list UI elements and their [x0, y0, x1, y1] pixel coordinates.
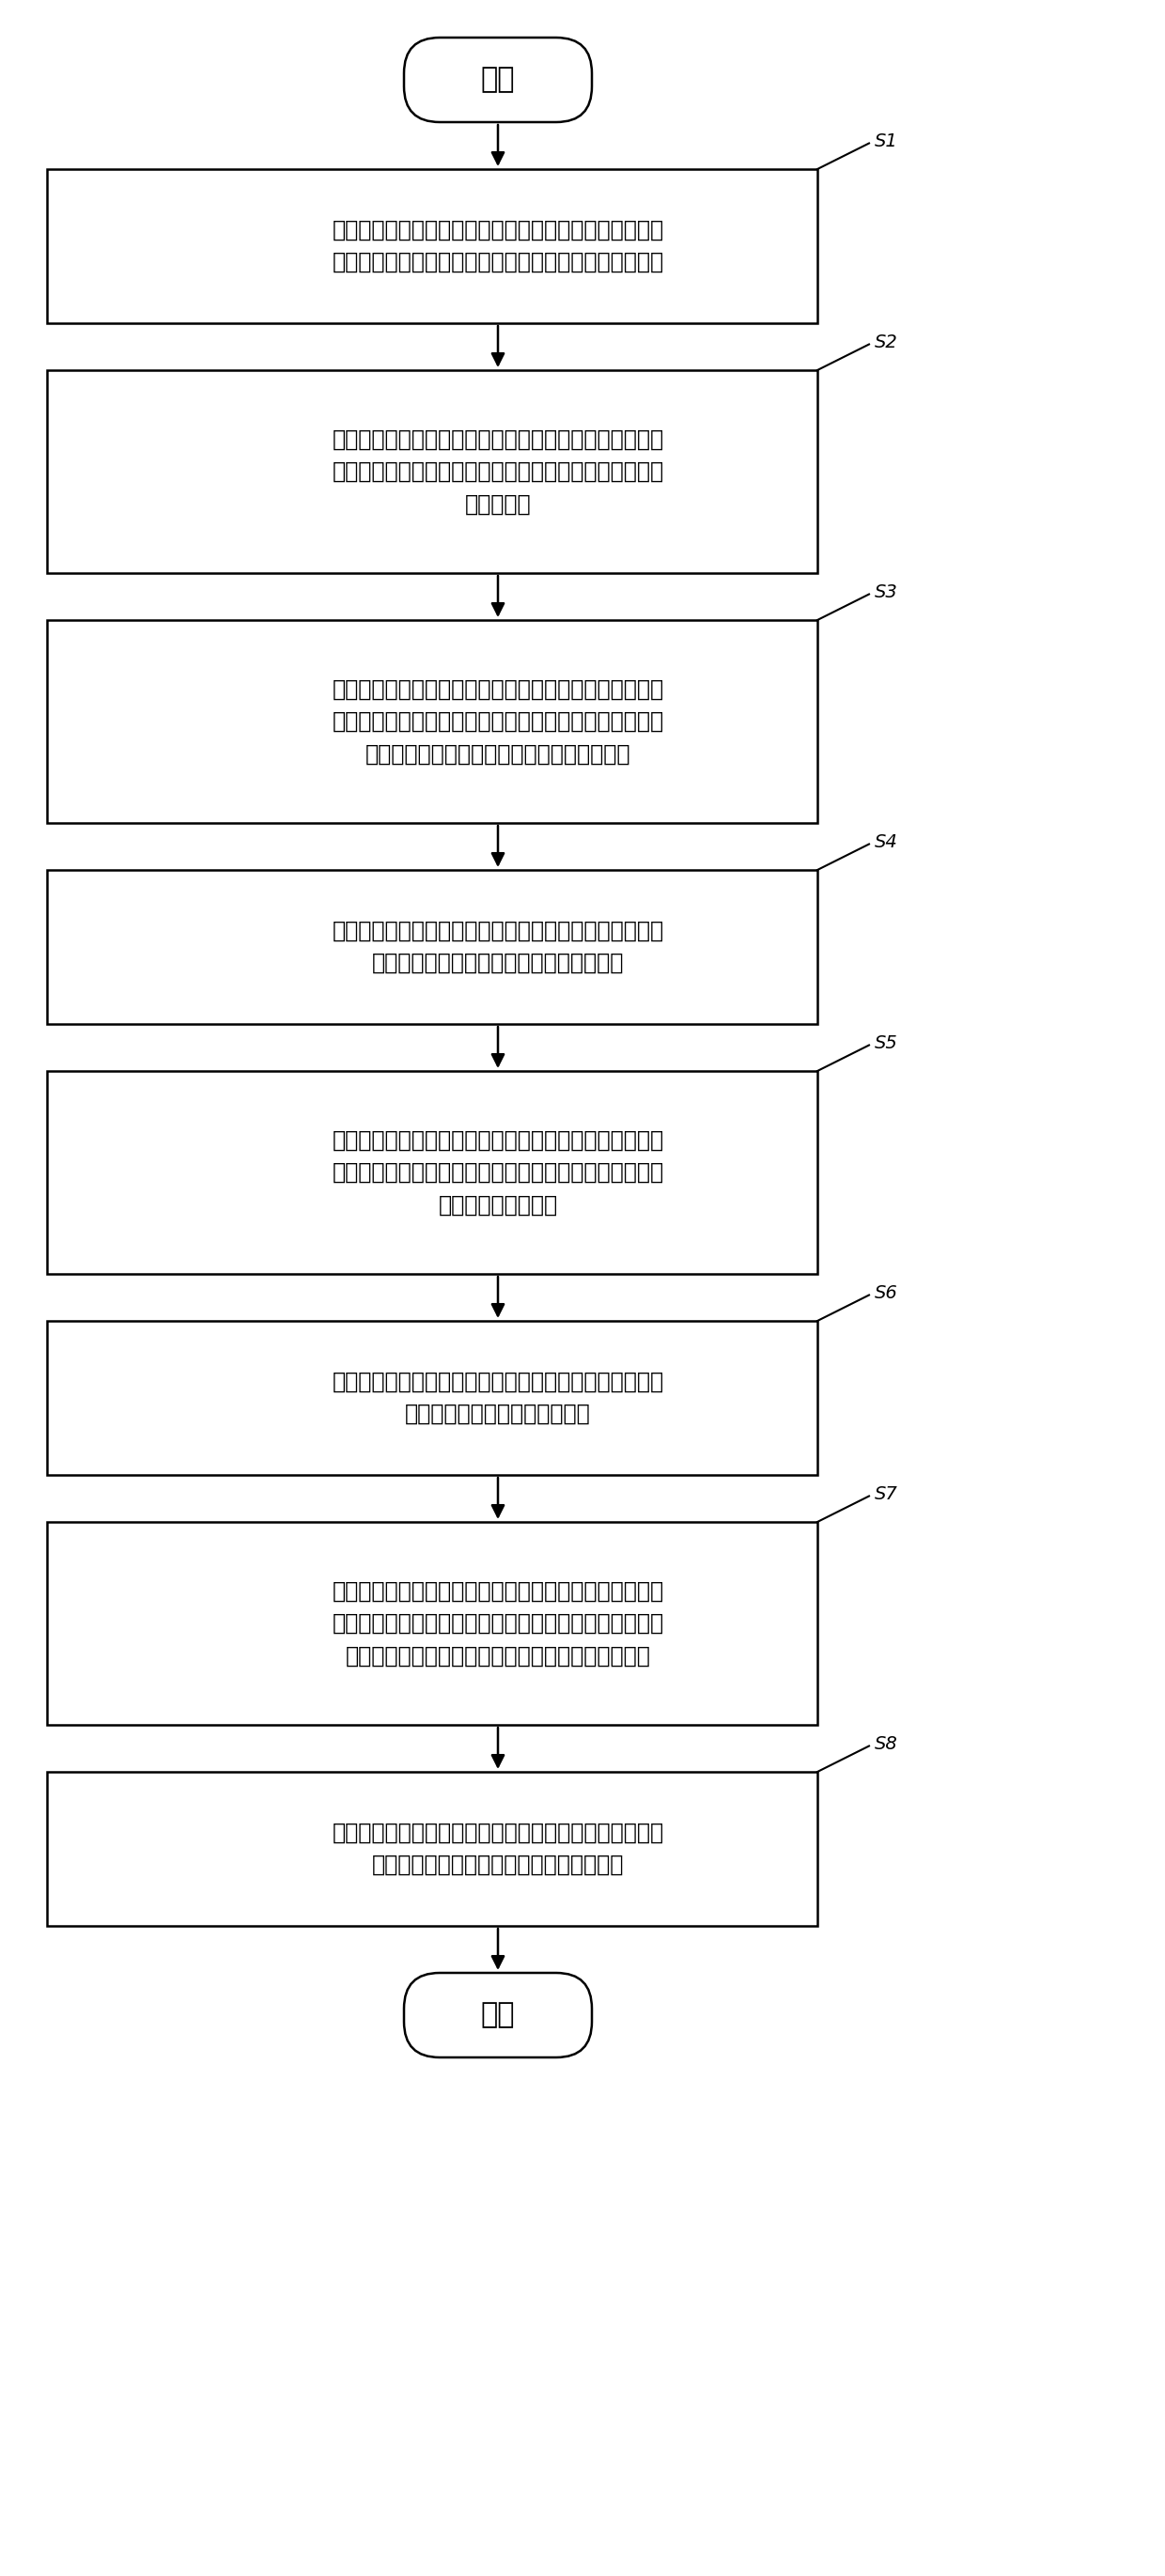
Text: S3: S3 — [875, 582, 898, 600]
Text: 通过数据处理系统控制驱动电路产生三角波驱动电压对可
调谐光纤珐珀滤波器进行波长扫描，得到可调谐光纤珐珀
滤波器的输出光波长: 通过数据处理系统控制驱动电路产生三角波驱动电压对可 调谐光纤珐珀滤波器进行波长扫… — [332, 1128, 664, 1216]
Bar — [47, 1072, 818, 1275]
Bar — [47, 170, 818, 322]
Text: S8: S8 — [875, 1736, 898, 1754]
Text: 根据数据处理系统获取到的光电探测器的输出电信号及最
大电信号的变化，和可调谐光纤珐珀滤波器的输出光波长
与驱动电压的线性关系得到布拉格波长及其变化关系: 根据数据处理系统获取到的光电探测器的输出电信号及最 大电信号的变化，和可调谐光纤… — [332, 1579, 664, 1667]
Text: S4: S4 — [875, 832, 898, 850]
FancyBboxPatch shape — [404, 1973, 592, 2058]
Text: S7: S7 — [875, 1486, 898, 1504]
Text: 通过光电探测器将可调谐光纤珐珀滤波器的输出光转换为
电信号后传送至数据处理系统进行数据处理: 通过光电探测器将可调谐光纤珐珀滤波器的输出光转换为 电信号后传送至数据处理系统进… — [332, 920, 664, 974]
Text: 通过布拉格波长及其变化关系得到待测物的光谱信息，并
根据光谱信息得到待测物的种类和浓度信息: 通过布拉格波长及其变化关系得到待测物的光谱信息，并 根据光谱信息得到待测物的种类… — [332, 1821, 664, 1875]
Text: 开始: 开始 — [481, 67, 515, 93]
Text: S6: S6 — [875, 1285, 898, 1301]
Text: 当可调谐光纤珐珀滤波器的输出光波长与布拉格波长相同
时，光电探测器输出最大电信号: 当可调谐光纤珐珀滤波器的输出光波长与布拉格波长相同 时，光电探测器输出最大电信号 — [332, 1370, 664, 1425]
Text: S2: S2 — [875, 332, 898, 350]
Text: 结束: 结束 — [481, 2002, 515, 2030]
Text: S5: S5 — [875, 1036, 898, 1051]
Bar — [47, 1522, 818, 1726]
Text: S1: S1 — [875, 131, 898, 149]
Text: 通过凹面镜将激光聚焦到光纤光栅传感器的表面上，使光
纤光栅传感器中的光纤光栅产生应变，得到应变情况下的
布拉格波长: 通过凹面镜将激光聚焦到光纤光栅传感器的表面上，使光 纤光栅传感器中的光纤光栅产生… — [332, 428, 664, 515]
FancyBboxPatch shape — [404, 39, 592, 121]
Bar — [47, 1772, 818, 1927]
Bar — [47, 1321, 818, 1476]
Bar — [47, 621, 818, 822]
Text: 通过连续带宽激光器发出连续光进入光纤光栅传感器，并
通过光纤光栅传感器将中心为应变情况下布拉格波长的窄
带光反射至可调谐光纤珐珀滤波器得到输出光: 通过连续带宽激光器发出连续光进入光纤光栅传感器，并 通过光纤光栅传感器将中心为应… — [332, 677, 664, 765]
Bar — [47, 371, 818, 572]
Bar — [47, 871, 818, 1025]
Text: 通过激励激光器发出的脉冲调制激光照射位于远处的待测
物质，通过待测物质吸收后的激光被反射物反射至凹面镜: 通过激励激光器发出的脉冲调制激光照射位于远处的待测 物质，通过待测物质吸收后的激… — [332, 219, 664, 273]
